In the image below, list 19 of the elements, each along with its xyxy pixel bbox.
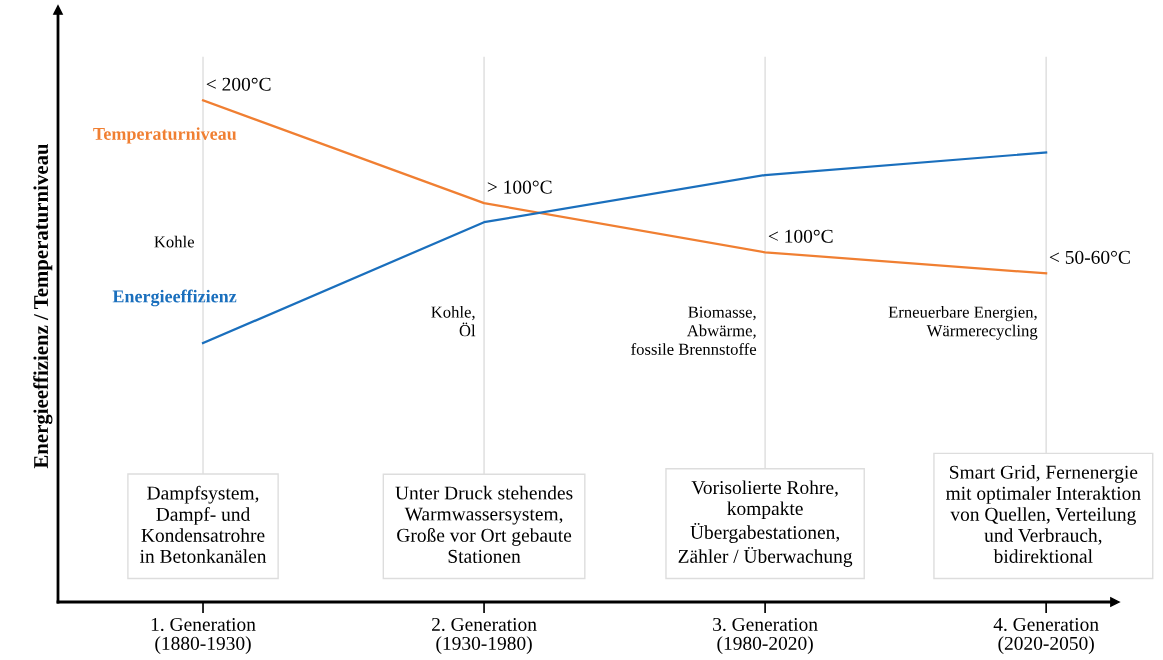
annotation: Biomasse, Abwärme, fossile Brennstoffe xyxy=(631,306,757,355)
annotation: Kohle, Öl xyxy=(431,306,476,337)
annotation: Dampfsystem, Dampf- und Kondensatrohre in Betonkanälen xyxy=(139,485,267,563)
series-label: Energieeffizienz xyxy=(112,289,237,307)
y-axis-title: Energieeffizienz / Temperaturniveau xyxy=(33,143,53,469)
annotation: Smart Grid, Fernenergie mit optimaler Interaktion von Quellen, Verteilung und Verbrauch, bidirektional xyxy=(946,465,1141,563)
annotation: < 200°C xyxy=(206,77,271,91)
x-tick-label: 2. Generation (1930-1980) xyxy=(432,617,537,654)
annotation: Vorisolierte Rohre, kompakte Übergabestationen, Zähler / Überwachung xyxy=(678,480,853,567)
annotation: > 100°C xyxy=(487,180,552,194)
annotation: Kohle xyxy=(154,235,195,248)
annotation: Erneuerbare Energien, Wärmerecycling xyxy=(888,306,1038,340)
x-tick-label: 4. Generation (2020-2050) xyxy=(993,617,1099,654)
series-label: Temperaturniveau xyxy=(93,127,237,144)
x-tick-label: 3. Generation (1980-2020) xyxy=(713,617,818,654)
x-tick-label: 1. Generation (1880-1930) xyxy=(151,617,256,654)
annotation: < 50-60°C xyxy=(1049,250,1130,264)
annotation: Unter Druck stehendes Warmwassersystem, Große vor Ort gebaute Stationen xyxy=(395,485,573,563)
annotation: < 100°C xyxy=(768,229,833,243)
